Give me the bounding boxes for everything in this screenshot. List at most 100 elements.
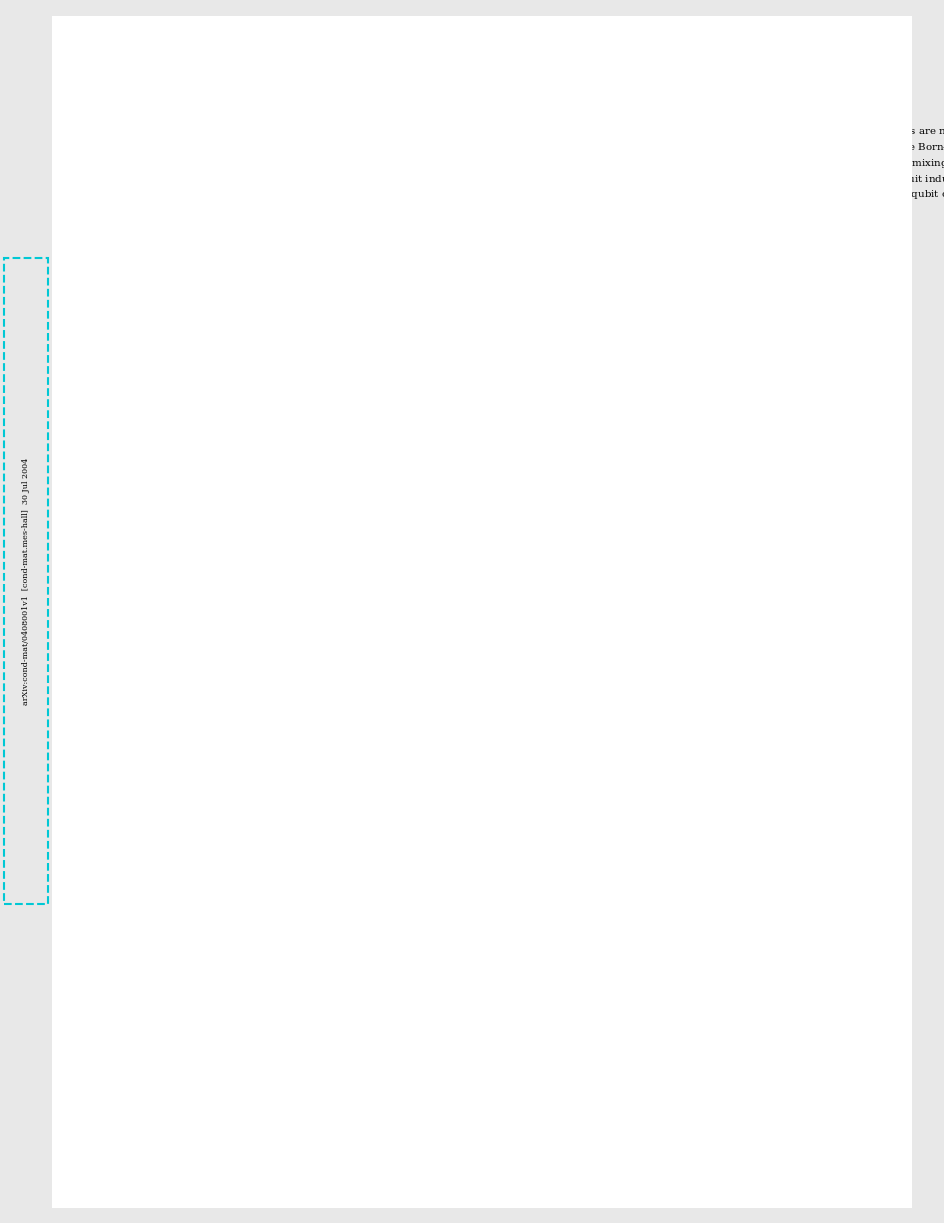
Text: $Z_2$: $Z_2$ — [786, 459, 798, 472]
Text: $J_1$: $J_1$ — [775, 714, 784, 726]
Text: $^1$IBM T. J. Watson Research Center, P. O. Box 218, Yorktown Heights, NY 10598,: $^1$IBM T. J. Watson Research Center, P.… — [264, 78, 703, 94]
Text: by a thick line in the circuit graph, is modeled by an ideal: by a thick line in the circuit graph, is… — [476, 1163, 761, 1172]
Text: $L_3$: $L_3$ — [736, 500, 747, 514]
Text: FIG. 1:   Circuit graph of the gradiometer qubit [14], under: FIG. 1: Circuit graph of the gradiometer… — [476, 1074, 768, 1084]
Bar — [4, 258, 48, 904]
Text: anisms.  Previous studies have typically tried to identify: anisms. Previous studies have typically … — [72, 473, 361, 482]
Text: in superconducting (SC) flux qubits [6, 7, 8, 9, 10, 11]: in superconducting (SC) flux qubits [6, … — [72, 774, 352, 784]
Text: terms in $T_1^{-1}$ and $T_2^{-1}$ can be positive or negative, leading to reduc: terms in $T_1^{-1}$ and $T_2^{-1}$ can b… — [78, 171, 944, 188]
Text: each of the mechanisms separately, and that the correc-: each of the mechanisms separately, and t… — [72, 719, 362, 728]
Text: terest in a new context, because quantum coherence is: terest in a new context, because quantum… — [72, 273, 358, 281]
Text: are connected by the nodes (black dots) of the graph.  Inset: A: are connected by the nodes (black dots) … — [476, 1134, 784, 1142]
Text: theory of electron scattering in metals, this assumption: theory of electron scattering in metals,… — [72, 642, 359, 651]
Text: circuit is constructed such that it gives rise to a poten-: circuit is constructed such that it give… — [492, 289, 776, 297]
Text: $L_5$: $L_5$ — [745, 1018, 755, 1030]
Text: coherence rates $T_1^{-1}$ and $T_2^{-1}$ have usually been quoted: coherence rates $T_1^{-1}$ and $T_2^{-1}… — [72, 565, 358, 582]
Text: $^2$Departamento de F\'{\i}sica da Mat\'eria Condensada, Instituto de F\'{\i}sic: $^2$Departamento de F\'{\i}sica da Mat\'… — [243, 93, 725, 109]
Text: system there will be: system there will be — [72, 457, 178, 466]
Text: junction (cross) with critical current $I_{ci}$, shunt resistance $R_i$,: junction (cross) with critical current $… — [476, 1178, 771, 1192]
Text: presence of several circuit impedances $Z_i$ using network graph theory and dete: presence of several circuit impedances $… — [78, 155, 944, 172]
Text: to a quantum theory of dissipative electric circuits is to: to a quantum theory of dissipative elect… — [492, 427, 779, 435]
Text: is also known as Matthiessen's rule [5].  In this paper, we: is also known as Matthiessen's rule [5].… — [72, 658, 369, 667]
Text: Generally, an open quantum system loses coherence by: Generally, an open quantum system loses … — [72, 366, 358, 374]
Text: introduced by Caldeira and Leggett [1] where the dissi-: introduced by Caldeira and Leggett [1] w… — [492, 380, 781, 390]
Text: represent impedances as infinite transmission lines [13]).: represent impedances as infinite transmi… — [492, 443, 791, 451]
Text: $I_{ci}$: $I_{ci}$ — [672, 618, 680, 629]
Text: of baths of harmonic oscillators (an alternative approach: of baths of harmonic oscillators (an alt… — [492, 411, 786, 421]
Text: dissipative dynamics of arbitrary SC flux qubits [12].  Our: dissipative dynamics of arbitrary SC flu… — [492, 350, 793, 358]
Text: separately for each source.  Often, it is assumed that: separately for each source. Often, it is… — [72, 581, 346, 589]
Text: herence.  It is quite natural that for a given open quantum: herence. It is quite natural that for a … — [72, 443, 375, 451]
Text: $K_4$: $K_4$ — [786, 656, 798, 669]
Text: Universidade Estadual de Campinas, Campinas-SP 13083-970, Brazil: Universidade Estadual de Campinas, Campi… — [309, 108, 659, 116]
Text: several: several — [188, 457, 226, 466]
Text: relevant quantum degrees of freedom of the system; we: relevant quantum degrees of freedom of t… — [492, 242, 782, 251]
Text: tions to additivity (mixing terms) can have both signs.: tions to additivity (mixing terms) can h… — [72, 735, 351, 744]
Text: (see Ref. 4 for a review of SC qubits); the general idea: (see Ref. 4 for a review of SC qubits); … — [72, 790, 353, 799]
Text: in order to predict decoherence times.  In the presence of: in order to predict decoherence times. I… — [72, 534, 371, 543]
Text: Introduction.: Introduction. — [72, 212, 140, 220]
Text: pling that distinguishes the various mechanisms of deco-: pling that distinguishes the various mec… — [72, 427, 366, 435]
FancyBboxPatch shape — [536, 564, 558, 682]
FancyBboxPatch shape — [775, 478, 809, 501]
Text: the strongest source of decoherence, i.e., the one that: the strongest source of decoherence, i.e… — [72, 488, 352, 498]
Text: long-standing fundamental problem [1, 2].  More recently,: long-standing fundamental problem [1, 2]… — [72, 242, 373, 251]
Text: $C_i$: $C_i$ — [598, 548, 606, 558]
Text: resistively-shunted Josephson junction (RSJ) $J_i$, represented: resistively-shunted Josephson junction (… — [476, 1148, 770, 1162]
Text: distinct decoherence mech-: distinct decoherence mech- — [228, 457, 374, 466]
Text: Non-additivity of decoherence rates in superconducting qubits: Non-additivity of decoherence rates in s… — [226, 40, 742, 55]
Text: ture of the environment and the system-environment cou-: ture of the environment and the system-e… — [72, 411, 371, 421]
Text: analysis relies on the theory for open quantum systems: analysis relies on the theory for open q… — [492, 366, 779, 374]
FancyBboxPatch shape — [480, 483, 686, 751]
Text: the influence of noise from two sources $Z_1$ and $Z_2$.  Branches: the influence of noise from two sources … — [476, 1090, 778, 1103]
Text: $I_{B2}$: $I_{B2}$ — [825, 596, 836, 609]
Text: We show that the relaxation and decoherence rates $T_1^{-1}$ and $T_2^{-1}$ of a: We show that the relaxation and decohere… — [78, 124, 944, 141]
Text: of the present analysis may however be applied to other: of the present analysis may however be a… — [72, 805, 362, 815]
Text: not: not — [137, 703, 154, 713]
FancyBboxPatch shape — [476, 472, 898, 1065]
Text: $J_2$: $J_2$ — [645, 631, 653, 645]
Text: phases across the junctions $J_i$, where $i=1,\ldots,n$, are the: phases across the junctions $J_i$, where… — [492, 226, 781, 241]
Text: transition from quantum to classical behavior has been a: transition from quantum to classical beh… — [72, 226, 367, 236]
Text: freedom (heat bath, environment).  It is the physical na-: freedom (heat bath, environment). It is … — [72, 396, 362, 405]
Text: the phenomenon of decoherence has attracted much in-: the phenomenon of decoherence has attrac… — [72, 258, 362, 267]
Text: frequency $\omega_{01}$ is generally of second order in $\omega_{01}L/Z_i$, but : frequency $\omega_{01}$ is generally of … — [78, 187, 944, 203]
Text: of the graph denote Josephson junctions $J_i$, inductances $L_i$: of the graph denote Josephson junctions … — [476, 1104, 761, 1118]
Text: We investigate the decoherence due to several sources: We investigate the decoherence due to se… — [72, 759, 365, 768]
Text: collectively with the vector $\boldsymbol{\varphi}=(\varphi_1,\varphi_2,\ldots,\: collectively with the vector $\boldsymbo… — [492, 273, 756, 287]
Text: $J_3$: $J_3$ — [645, 851, 653, 863]
Text: arXiv:cond-mat/0408001v1  [cond-mat.mes-hall]  30 Jul 2004: arXiv:cond-mat/0408001v1 [cond-mat.mes-h… — [22, 457, 30, 704]
Text: each individual noise source.  To demonstrate this, we calculate the relaxation : each individual noise source. To demonst… — [78, 139, 944, 157]
Text: necessarily the sums of the rates due to: necessarily the sums of the rates due to — [154, 703, 364, 713]
Text: $T_1$ and $T_2$, and to analyze the corresponding mechanism: $T_1$ and $T_2$, and to analyze the corr… — [72, 519, 364, 533]
Text: a quantum system in the presence of several decoherence: a quantum system in the presence of seve… — [72, 689, 373, 697]
Text: izations of quantum hardware (see, e.g., Ref. 3), there: izations of quantum hardware (see, e.g.,… — [72, 319, 352, 328]
Text: $R_i$: $R_i$ — [543, 548, 551, 558]
Text: Ref. 4 for the case of superconducting qubits).  In the: Ref. 4 for the case of superconducting q… — [72, 627, 349, 636]
Text: ment, of the mechanisms that are causing decoherence.: ment, of the mechanisms that are causing… — [72, 350, 362, 358]
FancyBboxPatch shape — [469, 828, 495, 851]
Text: $L_4$  $\Phi_c$: $L_4$ $\Phi_c$ — [599, 733, 623, 745]
Text: show that the total decoherence and relaxation rates of: show that the total decoherence and rela… — [72, 673, 360, 682]
Text: tial $U(\boldsymbol{\varphi})$ which forms a double well and therefore can be: tial $U(\boldsymbol{\varphi})$ which for… — [492, 303, 789, 318]
Text: contain Josephson junctions.  The differences $\varphi_i$ of the SC: contain Josephson junctions. The differe… — [492, 212, 793, 224]
Text: some systems that have been proposed as physical real-: some systems that have been proposed as … — [72, 303, 362, 313]
Text: and junction capacitance $C_i$.: and junction capacitance $C_i$. — [476, 1192, 615, 1207]
Text: Guido Burkard$^1$ and Frederico Brito$^{2,1}$: Guido Burkard$^1$ and Frederico Brito$^{… — [361, 61, 607, 77]
Text: The loss of quantum coherence and the: The loss of quantum coherence and the — [149, 212, 357, 220]
Text: $I_{B1}$: $I_{B1}$ — [511, 833, 522, 846]
Text: pative elements (impedances $Z_i$) are represented by a set: pative elements (impedances $Z_i$) are r… — [492, 396, 792, 410]
Text: $\Phi$: $\Phi$ — [775, 643, 784, 656]
Text: denote the quantum operator of these phase differences: denote the quantum operator of these pha… — [492, 258, 784, 267]
Text: sources are: sources are — [72, 703, 135, 713]
Text: several decoherence sources for the same system, the de-: several decoherence sources for the same… — [72, 550, 371, 559]
Text: interacting with a large number of external degrees of: interacting with a large number of exter… — [72, 380, 354, 390]
Text: the rates corresponding to the various sources (see, e.g.,: the rates corresponding to the various s… — [72, 612, 367, 620]
Text: used to encode one qubit.  In our analysis, we will make: used to encode one qubit. In our analysi… — [492, 319, 783, 328]
Text: an essential prerequisite for quantum computation.  For: an essential prerequisite for quantum co… — [72, 289, 362, 297]
Text: use of a recently developed circuit theory describing the: use of a recently developed circuit theo… — [492, 334, 785, 344]
Text: leads to the shortest relaxation and decoherence times,: leads to the shortest relaxation and dec… — [72, 504, 360, 512]
Text: $K_2$: $K_2$ — [565, 833, 575, 846]
Text: $J_i$: $J_i$ — [459, 610, 467, 624]
Text: $Z_1$: $Z_1$ — [477, 810, 487, 822]
